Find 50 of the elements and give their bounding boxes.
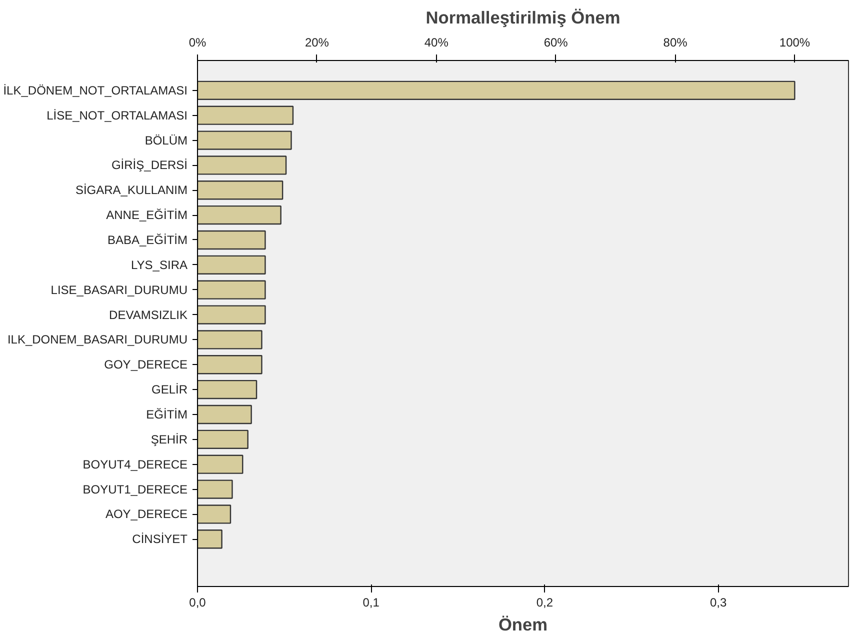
y-tick-label: BOYUT1_DERECE [82, 482, 188, 496]
y-tick-label: DEVAMSIZLIK [109, 308, 188, 322]
bar [198, 255, 266, 274]
x-tick-label: 0,2 [536, 596, 554, 610]
y-tick-label: LYS_SIRA [131, 258, 188, 272]
y-tick-label: İLK_DÖNEM_NOT_ORTALAMASI [3, 83, 188, 98]
y-tick-label: ANNE_EĞİTİM [106, 208, 188, 222]
bar [198, 355, 262, 374]
y-tick-label: BABA_EĞİTİM [107, 232, 188, 247]
x2-tick-label: 0% [188, 36, 206, 50]
y-tick-label: SİGARA_KULLANIM [75, 183, 188, 198]
bar [198, 330, 262, 350]
bar [198, 205, 282, 225]
bar [198, 156, 287, 175]
y-tick-label: ILK_DONEM_BASARI_DURUMU [7, 332, 188, 347]
bar [198, 230, 266, 250]
bar [198, 404, 252, 424]
bar [198, 504, 232, 524]
x2-tick-label: 60% [544, 36, 568, 50]
bar [198, 106, 294, 125]
y-tick-label: GOY_DERECE [104, 358, 188, 372]
y-tick-label: LİSE_NOT_ORTALAMASI [46, 108, 188, 122]
y-tick-label: LISE_BASARI_DURUMU [50, 282, 188, 297]
y-tick-label: GİRİŞ_DERSİ [111, 158, 188, 172]
y-tick-label: EĞİTİM [146, 407, 188, 422]
y-tick-label: ŞEHİR [150, 432, 188, 446]
x-axis-title: Önem [498, 614, 548, 634]
y-tick-label: BÖLÜM [144, 133, 188, 148]
y-tick-label: GELİR [151, 382, 188, 397]
x2-tick-label: 100% [779, 36, 810, 50]
x-tick-label: 0,1 [362, 596, 380, 610]
x-tick-label: 0,3 [710, 596, 727, 610]
bar [198, 380, 258, 400]
bar [198, 130, 292, 150]
x2-tick-label: 40% [424, 36, 449, 50]
y-tick-label: CİNSİYET [132, 532, 188, 546]
bar [198, 80, 796, 100]
y-tick-label: AOY_DERECE [105, 507, 188, 522]
x-tick-label: 0,0 [189, 596, 206, 610]
bar [198, 180, 284, 200]
y-tick-label: BOYUT4_DERECE [82, 457, 188, 472]
bar [198, 430, 248, 449]
bar [198, 530, 222, 549]
bar [198, 454, 244, 474]
x2-tick-label: 20% [304, 36, 330, 50]
chart-title: Normalleştirilmiş Önem [426, 8, 620, 28]
bar [198, 280, 266, 300]
bar [198, 305, 266, 324]
x2-tick-label: 80% [663, 36, 688, 50]
bar [198, 480, 233, 499]
